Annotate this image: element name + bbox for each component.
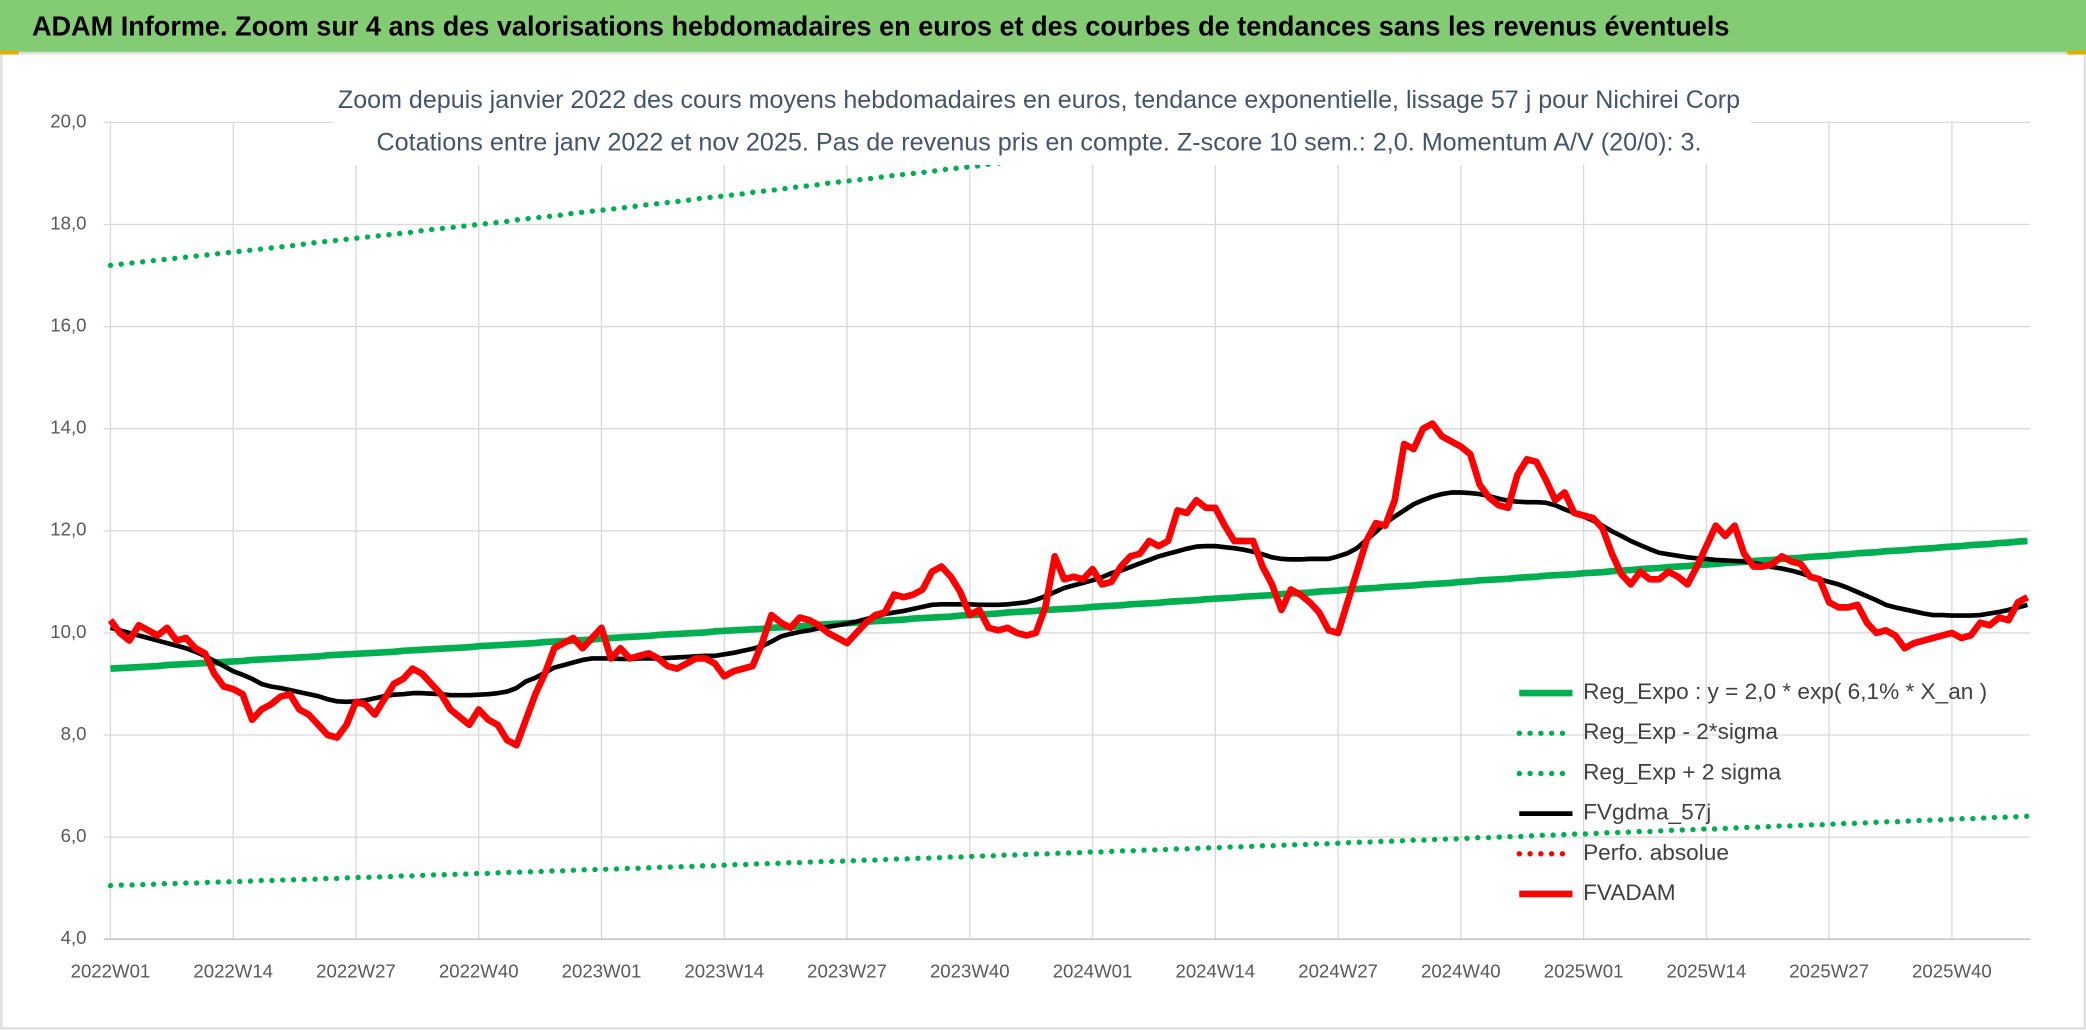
x-tick-label: 2024W40: [1421, 960, 1501, 981]
x-tick-label: 2024W14: [1175, 960, 1255, 981]
chart-subtitle: Cotations entre janv 2022 et nov 2025. P…: [377, 128, 1702, 156]
x-tick-label: 2023W14: [684, 960, 764, 981]
subtitle-box: [332, 77, 1751, 165]
x-tick-label: 2023W40: [930, 960, 1010, 981]
header-bar: [0, 0, 2086, 52]
x-tick-label: 2024W27: [1298, 960, 1378, 981]
x-tick-label: 2022W14: [193, 960, 273, 981]
x-tick-label: 2023W27: [807, 960, 887, 981]
legend-label: Reg_Expo : y = 2,0 * exp( 6,1% * X_an ): [1583, 679, 1987, 704]
y-tick-label: 10,0: [50, 621, 86, 642]
x-tick-label: 2025W14: [1667, 960, 1747, 981]
x-tick-label: 2023W01: [562, 960, 642, 981]
x-tick-label: 2024W01: [1053, 960, 1133, 981]
series-line: [110, 537, 2028, 672]
y-tick-label: 20,0: [50, 110, 86, 131]
series-line: [107, 420, 2030, 749]
x-tick-label: 2025W01: [1544, 960, 1624, 981]
y-tick-label: 6,0: [61, 825, 87, 846]
legend: Reg_Expo : y = 2,0 * exp( 6,1% * X_an ) R…: [1516, 679, 1987, 905]
y-tick-label: 8,0: [61, 723, 87, 744]
x-tick-label: 2022W40: [439, 960, 519, 981]
y-tick-label: 12,0: [50, 519, 86, 540]
legend-label: FVADAM: [1583, 880, 1676, 905]
y-tick-label: 4,0: [61, 927, 87, 948]
x-tick-label: 2022W01: [71, 960, 151, 981]
series-line: [107, 813, 2031, 889]
x-tick-label: 2022W27: [316, 960, 396, 981]
chart-frame: [0, 52, 2086, 1030]
legend-label: Reg_Exp + 2 sigma: [1583, 759, 1781, 784]
corner-accent: [2067, 50, 2086, 55]
page-title: ADAM Informe. Zoom sur 4 ans des valoris…: [32, 10, 1729, 41]
y-tick-label: 18,0: [50, 212, 86, 233]
x-tick-label: 2025W40: [1912, 960, 1992, 981]
legend-label: Perfo. absolue: [1583, 840, 1729, 865]
x-tick-label: 2025W27: [1789, 960, 1869, 981]
series-line: [109, 490, 2029, 705]
legend-label: FVgdma_57j: [1583, 800, 1711, 825]
y-tick-label: 16,0: [50, 315, 86, 336]
chart-subtitle: Zoom depuis janvier 2022 des cours moyen…: [338, 86, 1740, 114]
series-line: [107, 122, 1349, 268]
corner-accent: [0, 50, 19, 55]
legend-label: Reg_Exp - 2*sigma: [1583, 719, 1778, 744]
plot-area: 4,0 6,0 8,0 10,0 12,0 14,0 16,0 18,0 20,0 2022W01…: [50, 110, 2031, 981]
y-tick-label: 14,0: [50, 417, 86, 438]
